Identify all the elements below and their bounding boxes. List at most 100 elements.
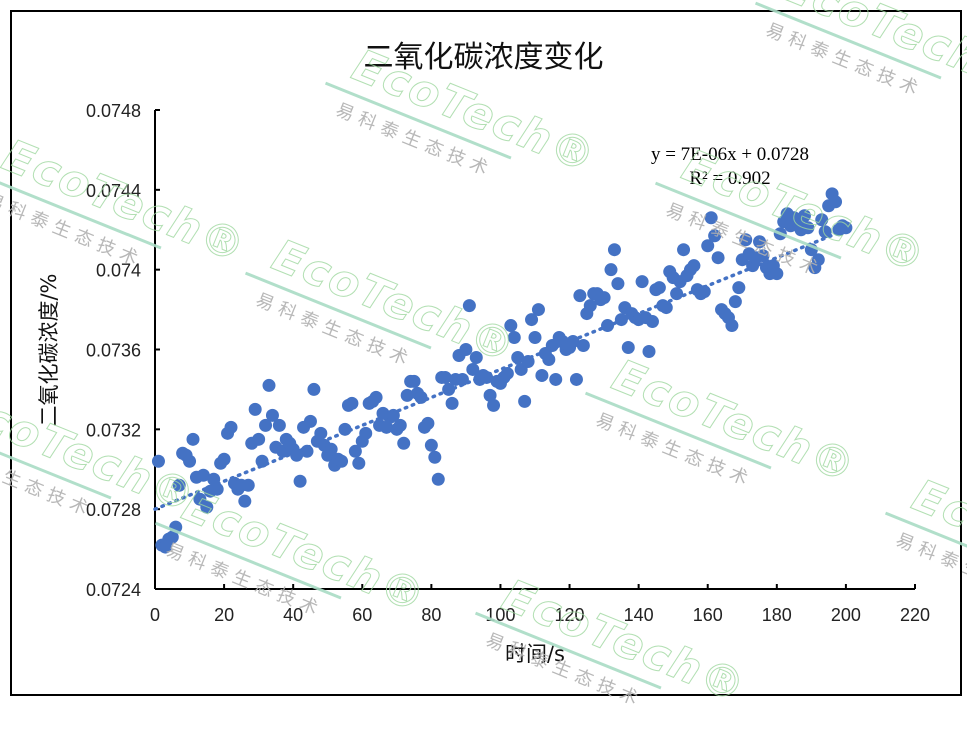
x-tick-label: 140 (624, 605, 654, 625)
data-point (352, 456, 366, 470)
data-point (511, 350, 525, 364)
data-point (518, 394, 532, 408)
x-tick-label: 200 (831, 605, 861, 625)
data-point (307, 382, 321, 396)
data-point (504, 319, 518, 333)
data-point (265, 408, 279, 422)
data-point (252, 432, 266, 446)
data-point (839, 221, 853, 235)
plot-area: 0.0724 0.0728 0.0732 0.0736 0.074 0.0744 0.074… (86, 101, 930, 625)
data-point (829, 195, 843, 209)
data-point (704, 211, 718, 225)
data-point (535, 368, 549, 382)
data-point (732, 281, 746, 295)
data-point (348, 444, 362, 458)
data-point (386, 408, 400, 422)
data-point (293, 474, 307, 488)
data-point (597, 291, 611, 305)
data-point (335, 454, 349, 468)
data-point (459, 343, 473, 356)
data-point (573, 289, 587, 303)
data-point (238, 494, 252, 508)
data-point (487, 398, 501, 412)
data-point (431, 472, 445, 486)
data-point (708, 229, 722, 243)
data-point (507, 331, 521, 345)
data-point (400, 388, 414, 402)
trendline-r2-text: R² = 0.902 (689, 168, 771, 189)
data-point (728, 295, 742, 309)
data-point (428, 450, 442, 464)
data-point (569, 372, 583, 386)
data-point (500, 366, 514, 380)
data-point (642, 344, 656, 358)
y-tick-label: 0.0724 (86, 580, 141, 600)
data-point (407, 374, 421, 388)
x-tick-label: 180 (762, 605, 792, 625)
data-point (324, 442, 338, 456)
data-point (801, 221, 815, 235)
data-point (169, 520, 183, 534)
data-point (528, 331, 542, 345)
data-point (697, 285, 711, 299)
data-point (217, 452, 231, 466)
chart-title: 二氧化碳浓度变化 (363, 40, 604, 75)
data-point (611, 277, 625, 291)
data-point (770, 267, 784, 281)
data-point (421, 416, 435, 430)
data-point (773, 227, 787, 241)
data-point (210, 482, 224, 496)
x-tick-label: 220 (900, 605, 930, 625)
y-tick-label: 0.074 (96, 261, 141, 281)
trendline-equation-text: y = 7E-06x + 0.0728 (650, 144, 810, 165)
data-point (379, 420, 393, 434)
x-tick-label: 100 (485, 605, 515, 625)
data-point (314, 426, 328, 440)
data-point (753, 235, 767, 249)
data-point (462, 299, 476, 313)
data-point (241, 478, 255, 492)
data-point (224, 420, 238, 434)
data-point (259, 418, 273, 432)
data-point (670, 287, 684, 301)
data-point (262, 378, 276, 392)
y-tick-label: 0.0728 (86, 500, 141, 520)
data-point (248, 402, 262, 416)
data-point (359, 426, 373, 440)
data-point (438, 370, 452, 384)
data-point (369, 390, 383, 404)
data-point (607, 243, 621, 257)
data-point (797, 209, 811, 223)
data-point (200, 500, 214, 514)
data-point (635, 275, 649, 289)
data-point (424, 438, 438, 452)
data-point (196, 468, 210, 482)
data-point (455, 372, 469, 386)
data-point (725, 319, 739, 333)
x-tick-label: 20 (214, 605, 234, 625)
data-point (272, 418, 286, 432)
data-point (687, 259, 701, 273)
x-tick-label: 40 (283, 605, 303, 625)
data-point (393, 418, 407, 432)
data-point (445, 396, 459, 410)
y-tick-label: 0.0736 (86, 341, 141, 361)
data-point (583, 299, 597, 313)
trendline-equation: y = 7E-06x + 0.0728 R² = 0.902 (651, 143, 809, 191)
data-point (172, 478, 186, 492)
data-point (652, 281, 666, 295)
x-tick-label: 120 (555, 605, 585, 625)
data-point (604, 263, 618, 277)
data-point (677, 243, 691, 257)
data-point (345, 396, 359, 410)
data-point (469, 350, 483, 364)
data-point (811, 253, 825, 267)
data-point (542, 352, 556, 366)
data-point (739, 233, 753, 247)
data-point (711, 251, 725, 265)
data-point (397, 436, 411, 450)
data-point (645, 315, 659, 329)
x-tick-label: 80 (421, 605, 441, 625)
trendline (153, 228, 848, 511)
data-point (186, 432, 200, 446)
